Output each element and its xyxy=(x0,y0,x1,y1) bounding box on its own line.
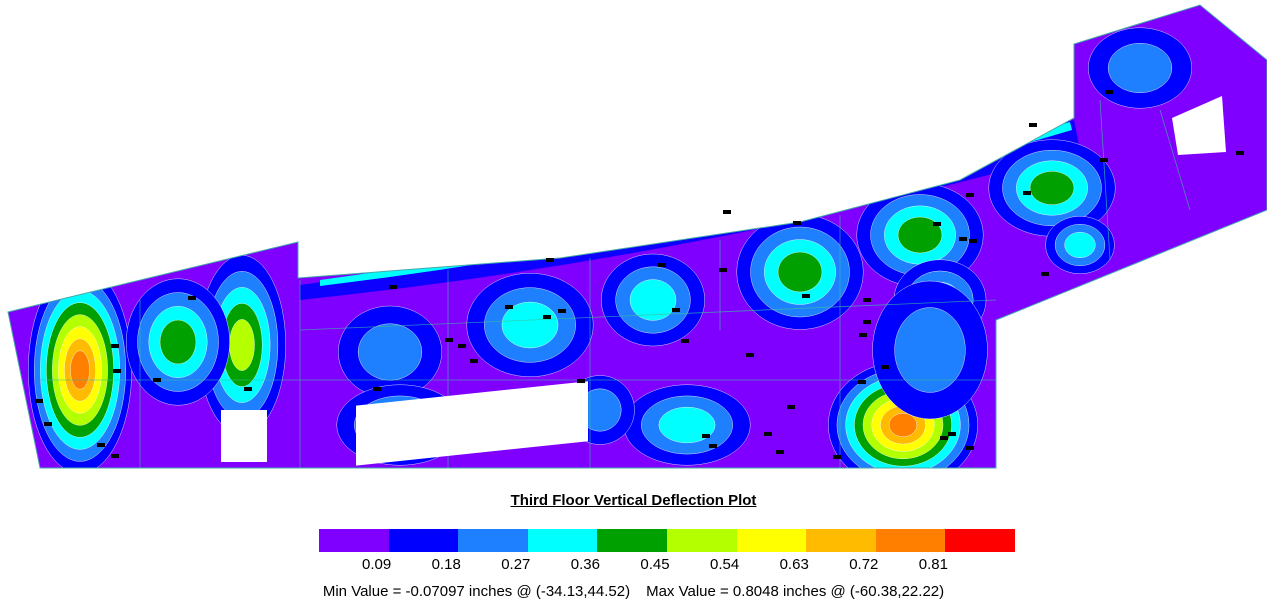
support-marker xyxy=(1105,90,1113,94)
support-marker xyxy=(1236,151,1244,155)
support-marker xyxy=(445,338,453,342)
support-marker xyxy=(505,305,513,309)
grid-lines xyxy=(40,99,1191,468)
legend-tick-label: 0.09 xyxy=(361,556,392,573)
legend-tick-label: 0.63 xyxy=(779,556,809,573)
support-marker xyxy=(658,263,666,267)
slab-outline xyxy=(7,4,1267,469)
support-marker xyxy=(577,379,585,383)
legend-swatch-6 xyxy=(736,529,807,552)
support-marker xyxy=(833,455,841,459)
legend-tick-label: 0.54 xyxy=(709,556,740,573)
contour-band xyxy=(658,406,716,444)
plot-title: Third Floor Vertical Deflection Plot xyxy=(510,492,757,509)
legend-swatch-9 xyxy=(945,529,1015,552)
contour-band xyxy=(159,319,197,365)
min-max-stats: Min Value = -0.07097 inches @ (-34.13,44… xyxy=(0,583,1267,600)
support-marker xyxy=(389,285,397,289)
contour-band xyxy=(888,413,918,437)
opening-middle xyxy=(356,381,588,466)
support-marker xyxy=(787,405,795,409)
support-marker xyxy=(966,446,974,450)
legend-swatch-0 xyxy=(319,529,389,552)
support-marker xyxy=(863,320,871,324)
support-marker xyxy=(35,399,43,403)
support-marker xyxy=(709,444,717,448)
legend-tick-label: 0.27 xyxy=(501,556,531,573)
legend-swatch-8 xyxy=(875,529,946,552)
support-marker xyxy=(681,339,689,343)
contour-band xyxy=(501,301,559,349)
contour-band xyxy=(629,279,677,321)
support-marker xyxy=(97,443,105,447)
contour-band xyxy=(1064,232,1096,258)
support-marker xyxy=(373,387,381,391)
support-marker xyxy=(933,222,941,226)
legend-swatch-4 xyxy=(597,529,667,552)
support-marker xyxy=(723,210,731,214)
legend-swatch-7 xyxy=(806,529,876,552)
color-legend-bar xyxy=(319,529,1015,552)
support-marker xyxy=(558,309,566,313)
support-markers xyxy=(35,90,1244,459)
support-marker xyxy=(458,344,466,348)
support-marker xyxy=(1100,158,1108,162)
opening-left xyxy=(221,410,267,462)
support-marker xyxy=(1041,272,1049,276)
legend-tick-label: 0.18 xyxy=(431,556,461,573)
support-marker xyxy=(948,432,956,436)
support-marker xyxy=(244,387,252,391)
contour-band xyxy=(229,319,255,371)
support-marker xyxy=(746,353,754,357)
deflection-contour-plot xyxy=(7,4,1267,469)
support-marker xyxy=(966,193,974,197)
support-marker xyxy=(1023,191,1031,195)
support-marker xyxy=(188,296,196,300)
contour-band xyxy=(1029,170,1075,205)
legend-ticks: 0.09 0.18 0.27 0.36 0.45 0.54 0.63 0.72 0.81 xyxy=(319,556,1015,574)
support-marker xyxy=(153,378,161,382)
contour-band xyxy=(777,251,823,293)
legend-swatch-2 xyxy=(458,529,528,552)
support-marker xyxy=(543,315,551,319)
legend-swatch-1 xyxy=(388,529,459,552)
support-marker xyxy=(859,333,867,337)
contour-band xyxy=(1107,43,1173,93)
legend-swatch-3 xyxy=(527,529,598,552)
support-marker xyxy=(858,380,866,384)
support-marker xyxy=(470,359,478,363)
legend-swatch-5 xyxy=(666,529,737,552)
support-marker xyxy=(719,268,727,272)
legend-tick-label: 0.36 xyxy=(570,556,600,573)
legend-tick-label: 0.45 xyxy=(640,556,670,573)
support-marker xyxy=(764,432,772,436)
max-value-text: Max Value = 0.8048 inches @ (-60.38,22.2… xyxy=(646,583,945,600)
support-marker xyxy=(940,436,948,440)
min-value-text: Min Value = -0.07097 inches @ (-34.13,44… xyxy=(322,583,631,600)
contour-band xyxy=(894,307,966,393)
support-marker xyxy=(111,344,119,348)
support-marker xyxy=(776,450,784,454)
opening-right xyxy=(1172,96,1226,155)
contour-band xyxy=(357,323,423,381)
support-marker xyxy=(969,239,977,243)
support-marker xyxy=(111,454,119,458)
legend-tick-label: 0.72 xyxy=(849,556,879,573)
legend-tick-label: 0.81 xyxy=(918,556,948,573)
support-marker xyxy=(1029,123,1037,127)
slab-region xyxy=(8,5,1267,468)
support-marker xyxy=(546,258,554,262)
support-marker xyxy=(702,434,710,438)
contour-band xyxy=(897,216,943,254)
support-marker xyxy=(863,298,871,302)
support-marker xyxy=(113,369,121,373)
support-marker xyxy=(881,365,889,369)
support-marker xyxy=(802,294,810,298)
support-marker xyxy=(959,237,967,241)
support-marker xyxy=(672,308,680,312)
support-marker xyxy=(793,221,801,225)
contour-bands xyxy=(28,27,1192,468)
support-marker xyxy=(44,422,52,426)
contour-band xyxy=(70,350,90,390)
